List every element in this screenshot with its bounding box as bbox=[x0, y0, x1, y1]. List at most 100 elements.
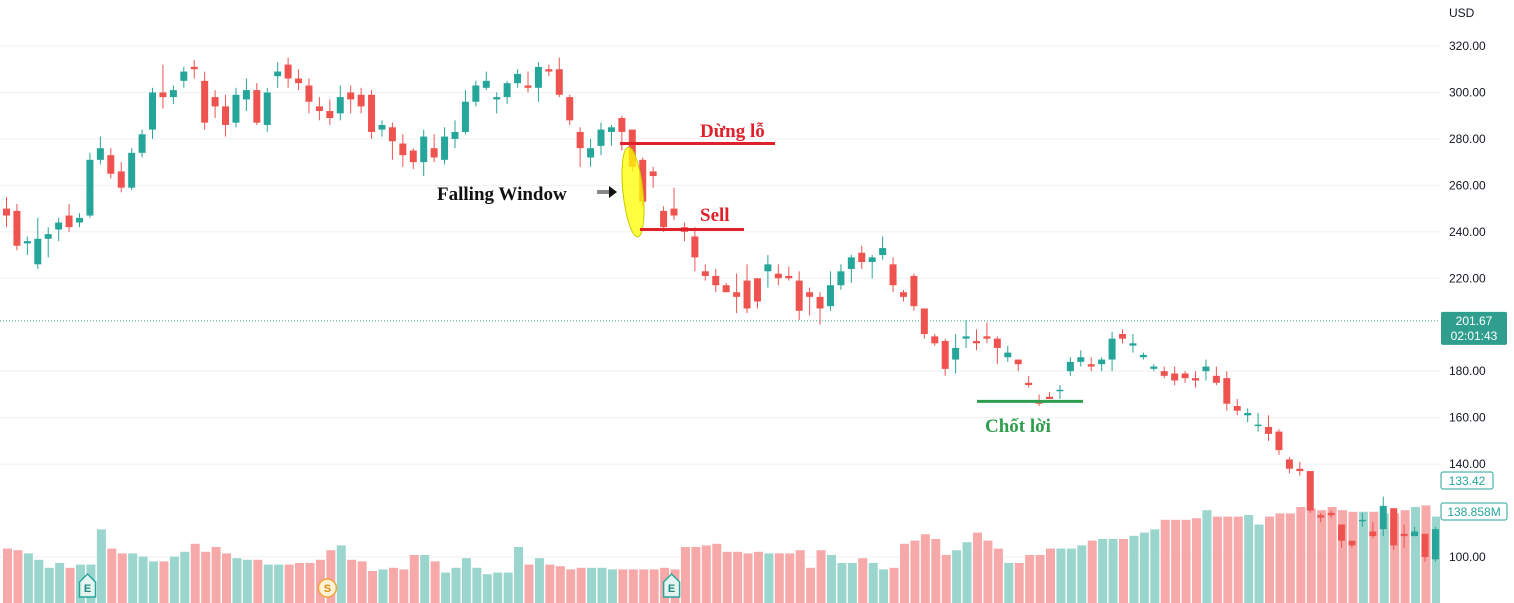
volume-bar bbox=[972, 532, 982, 603]
candle bbox=[1431, 526, 1439, 562]
candle bbox=[889, 257, 897, 293]
volume-bar bbox=[733, 551, 743, 603]
volume-bar bbox=[993, 548, 1003, 603]
svg-text:201.67: 201.67 bbox=[1456, 314, 1493, 328]
y-tick-label: 260.00 bbox=[1449, 178, 1486, 192]
candle bbox=[534, 62, 542, 102]
candle bbox=[149, 87, 157, 139]
volume-bar bbox=[1306, 508, 1316, 603]
volume-bar bbox=[1233, 516, 1243, 603]
volume-bars bbox=[3, 505, 1514, 603]
candle bbox=[795, 271, 803, 321]
last-price-tag: 133.42 bbox=[1440, 471, 1494, 490]
candle bbox=[96, 136, 104, 165]
volume-bar bbox=[712, 543, 722, 603]
candle bbox=[701, 264, 709, 281]
candle bbox=[1338, 524, 1346, 548]
volume-bar bbox=[639, 569, 649, 603]
candle bbox=[899, 289, 907, 302]
volume-bar bbox=[357, 561, 367, 603]
volume-bar bbox=[1087, 540, 1097, 603]
candle bbox=[743, 264, 751, 314]
volume-bar bbox=[514, 547, 524, 603]
candle bbox=[482, 71, 490, 91]
volume-bar bbox=[23, 553, 33, 603]
candle bbox=[1233, 399, 1241, 416]
candle bbox=[712, 268, 720, 293]
candle bbox=[13, 203, 21, 251]
y-tick-label: 300.00 bbox=[1449, 85, 1486, 99]
volume-bar bbox=[44, 567, 54, 603]
volume-bar bbox=[1139, 532, 1149, 603]
earnings-event-marker[interactable]: E bbox=[662, 572, 681, 598]
earnings-event-marker[interactable]: E bbox=[78, 572, 97, 598]
volume-bar bbox=[858, 558, 868, 603]
volume-bar bbox=[607, 569, 617, 603]
candle bbox=[1087, 357, 1095, 372]
candle bbox=[1108, 331, 1116, 372]
volume-bar bbox=[1129, 535, 1139, 603]
volume-bar bbox=[211, 547, 221, 603]
candle bbox=[607, 124, 615, 146]
candle bbox=[34, 217, 42, 269]
volume-bar bbox=[409, 555, 419, 603]
candle bbox=[1160, 366, 1168, 379]
split-event-marker[interactable]: S bbox=[317, 578, 338, 598]
candle bbox=[1025, 375, 1033, 388]
candle bbox=[1129, 334, 1137, 353]
volume-bar bbox=[722, 551, 732, 603]
candle bbox=[138, 129, 146, 158]
candle bbox=[1066, 357, 1074, 376]
candle bbox=[190, 59, 198, 79]
candle bbox=[242, 78, 250, 112]
volume-bar bbox=[1317, 510, 1327, 603]
candle bbox=[1212, 366, 1220, 386]
volume-bar bbox=[743, 553, 753, 603]
candle bbox=[159, 64, 167, 109]
candle bbox=[660, 206, 668, 232]
volume-bar bbox=[680, 547, 690, 603]
volume-bar bbox=[941, 555, 951, 603]
candle bbox=[879, 236, 887, 260]
svg-text:138.858M: 138.858M bbox=[1447, 505, 1500, 519]
volume-bar bbox=[1056, 548, 1066, 603]
volume-bar bbox=[931, 539, 941, 603]
volume-bar bbox=[295, 563, 305, 603]
volume-bar bbox=[1244, 515, 1254, 603]
volume-bar bbox=[159, 561, 169, 603]
candle bbox=[1327, 510, 1335, 518]
candle bbox=[117, 162, 125, 193]
sell-label: Sell bbox=[700, 205, 730, 226]
volume-bar bbox=[378, 569, 388, 603]
volume-bar bbox=[1150, 529, 1160, 603]
volume-bar bbox=[847, 563, 857, 603]
falling-window-label: Falling Window bbox=[437, 184, 567, 205]
candle bbox=[920, 308, 928, 339]
candle bbox=[566, 94, 574, 125]
volume-bar bbox=[368, 571, 378, 603]
candle bbox=[222, 94, 230, 137]
candle bbox=[493, 92, 501, 114]
svg-text:02:01:43: 02:01:43 bbox=[1451, 329, 1498, 343]
candle bbox=[253, 83, 261, 125]
candle bbox=[972, 329, 980, 351]
candle bbox=[180, 66, 188, 88]
candle bbox=[128, 148, 136, 191]
candle bbox=[1077, 350, 1085, 367]
candle bbox=[1411, 526, 1419, 537]
candle bbox=[680, 222, 688, 242]
candle bbox=[722, 282, 730, 293]
volume-bar bbox=[253, 559, 263, 603]
volume-bar bbox=[1254, 524, 1264, 603]
volume-bar bbox=[1327, 507, 1337, 603]
volume-bar bbox=[430, 561, 440, 603]
candle bbox=[232, 87, 240, 128]
candle bbox=[368, 90, 376, 139]
volume-bar bbox=[461, 558, 471, 603]
candle bbox=[1369, 522, 1377, 539]
candle bbox=[1119, 329, 1127, 344]
candle bbox=[1181, 371, 1189, 383]
candle bbox=[65, 203, 73, 232]
